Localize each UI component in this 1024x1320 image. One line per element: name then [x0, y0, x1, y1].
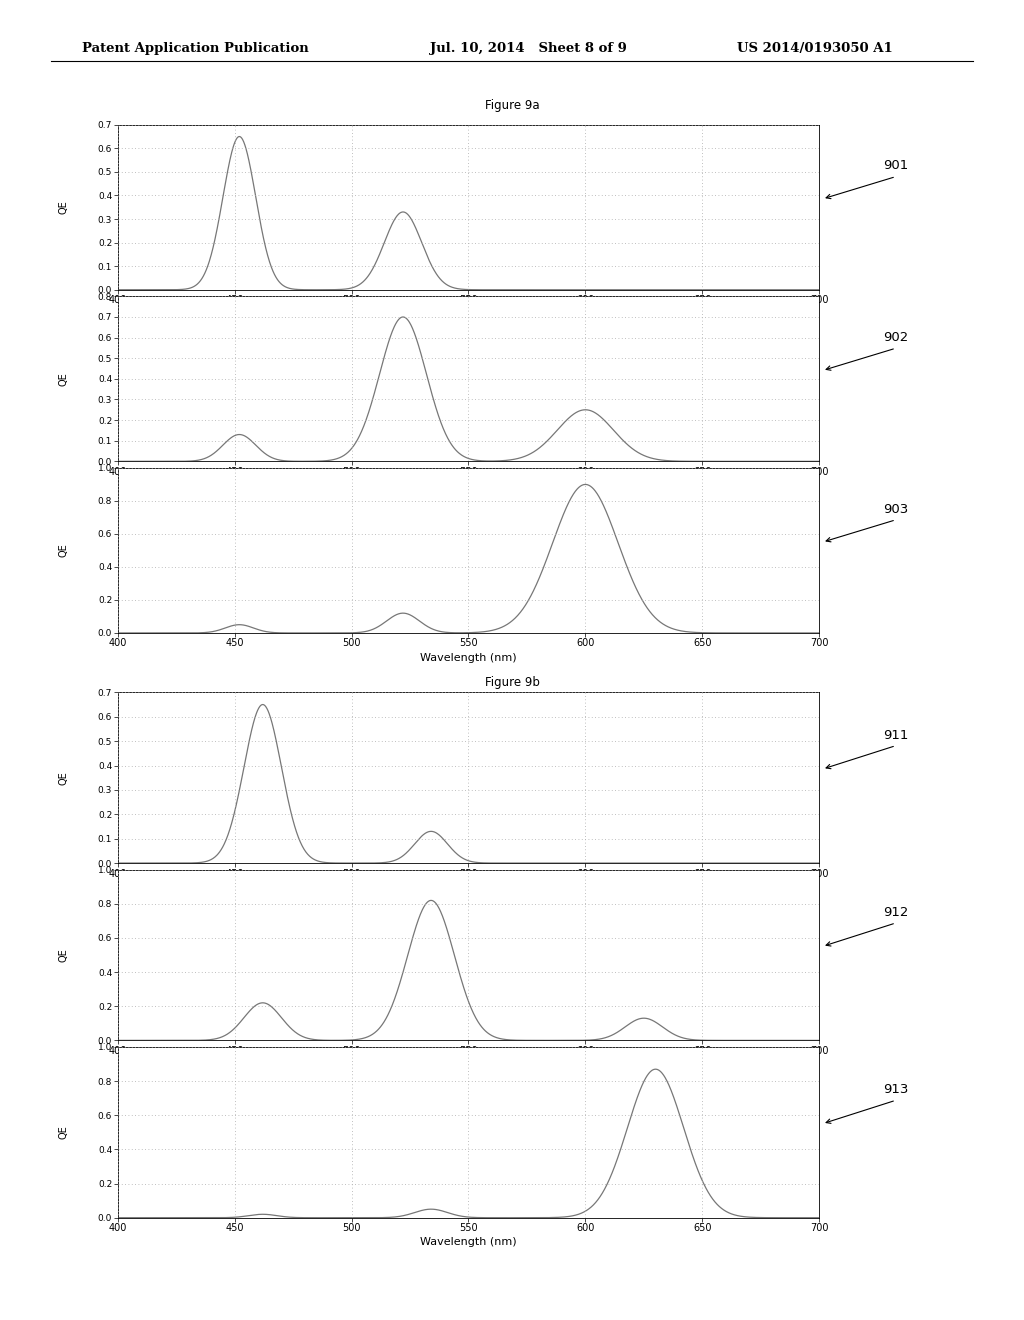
Text: Patent Application Publication: Patent Application Publication: [82, 42, 308, 55]
Text: 901: 901: [884, 160, 908, 173]
Y-axis label: QE: QE: [58, 544, 69, 557]
X-axis label: Wavelength (nm): Wavelength (nm): [420, 652, 517, 663]
Text: Jul. 10, 2014   Sheet 8 of 9: Jul. 10, 2014 Sheet 8 of 9: [430, 42, 627, 55]
Text: 903: 903: [884, 503, 908, 516]
Text: US 2014/0193050 A1: US 2014/0193050 A1: [737, 42, 893, 55]
Y-axis label: QE: QE: [58, 771, 69, 784]
Text: 902: 902: [884, 331, 908, 345]
Text: 913: 913: [884, 1084, 908, 1096]
Y-axis label: QE: QE: [58, 1126, 69, 1139]
Text: Figure 9a: Figure 9a: [484, 99, 540, 112]
Y-axis label: QE: QE: [58, 201, 69, 214]
Text: Figure 9b: Figure 9b: [484, 676, 540, 689]
Y-axis label: QE: QE: [58, 372, 69, 385]
Text: 912: 912: [884, 906, 908, 919]
Text: 911: 911: [884, 729, 908, 742]
Y-axis label: QE: QE: [58, 948, 69, 962]
X-axis label: Wavelength (nm): Wavelength (nm): [420, 1237, 517, 1247]
